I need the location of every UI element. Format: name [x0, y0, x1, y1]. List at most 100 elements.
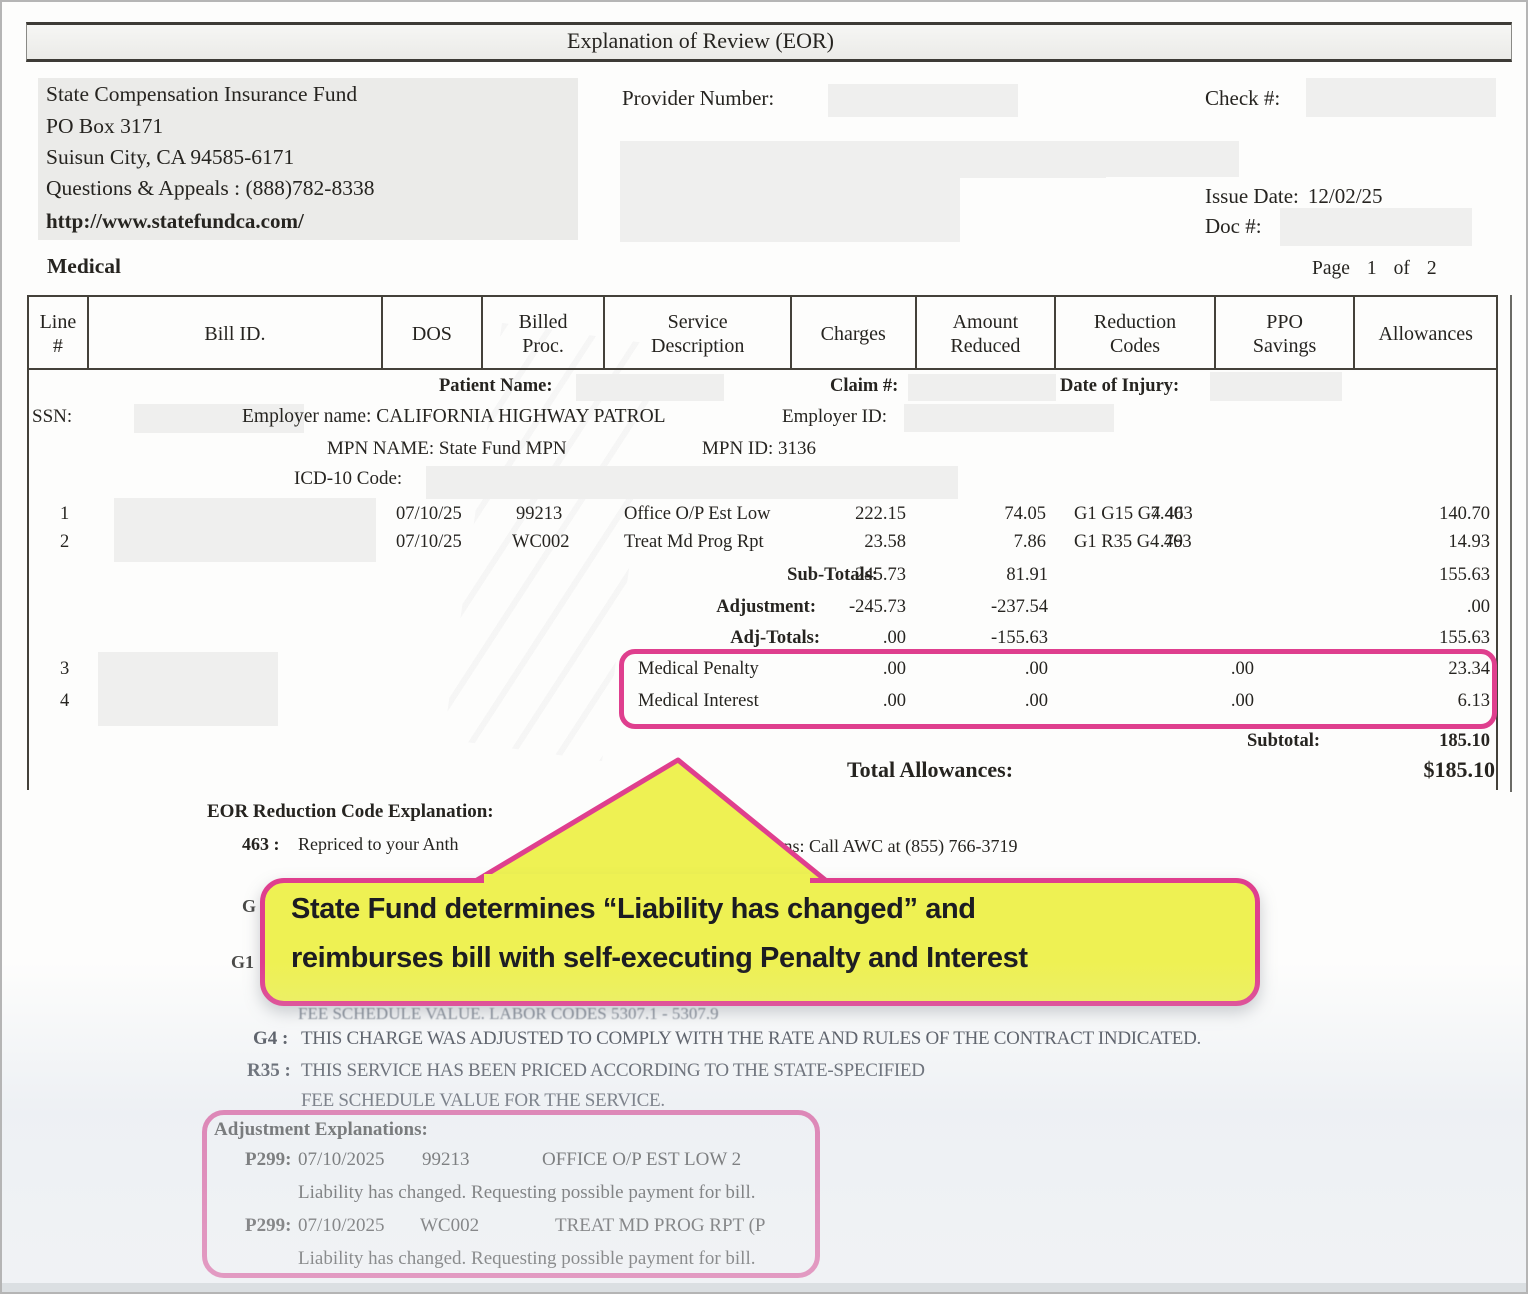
code-g4-label: G4 : — [253, 1028, 289, 1049]
service-description-value: Medical Penalty — [638, 659, 759, 679]
page-indicator: Page 1 of 2 — [1312, 258, 1437, 280]
total-allowances-value: $185.10 — [1423, 757, 1496, 782]
col-header-ppo-savings: PPO Savings — [1216, 297, 1356, 368]
total-allowances-label: Total Allowances: — [847, 757, 1014, 782]
redaction-date-of-injury — [1210, 372, 1342, 401]
penalty-highlight-box — [619, 649, 1497, 729]
payer-block — [38, 78, 578, 240]
col-header-allowances: Allowances — [1378, 322, 1473, 345]
code-463-text: Repriced to your Anth — [298, 834, 459, 854]
document-title: Explanation of Review (EOR) — [567, 28, 834, 53]
amount-reduced-value: .00 — [1024, 691, 1048, 711]
subtotal-value: 185.10 — [1439, 731, 1490, 751]
reduction-code-explanation-heading: EOR Reduction Code Explanation: — [207, 801, 494, 822]
col-header-service-description: Service Description — [605, 297, 792, 368]
redaction-bill-ids-3-4 — [98, 652, 278, 726]
scan-edge-artifact — [2, 1283, 1526, 1292]
payer-website: http://www.statefundca.com/ — [46, 209, 304, 233]
table-body-frame — [27, 370, 1498, 790]
col-header-line-number: Line # — [29, 297, 89, 368]
page-label: Page — [1312, 258, 1350, 279]
amount-reduced-value: .00 — [1024, 659, 1048, 679]
sub-totals-label: Sub-Totals: — [787, 565, 878, 585]
billed-proc-value: WC002 — [512, 532, 570, 552]
adjustment-date: 07/10/2025 — [298, 1215, 385, 1236]
adj-totals-allowances: 155.63 — [1439, 628, 1490, 648]
payer-name: State Compensation Insurance Fund — [46, 82, 358, 106]
dos-value: 07/10/25 — [396, 504, 462, 524]
adjustment-allowances: .00 — [1466, 597, 1490, 617]
adj-totals-amount-reduced: -155.63 — [990, 628, 1048, 648]
partial-code-g1: G1 — [231, 952, 255, 972]
allowances-value: 6.13 — [1457, 691, 1490, 711]
adjustment-explanations-heading: Adjustment Explanations: — [214, 1119, 428, 1140]
adjustment-proc: 99213 — [422, 1149, 470, 1170]
redaction-meta-block — [1099, 141, 1239, 177]
check-number-label: Check #: — [1205, 86, 1281, 110]
table-header-row: Line # Bill ID. DOS Billed Proc. Service… — [27, 295, 1498, 370]
charges-value: 23.58 — [864, 532, 906, 552]
line-number: 1 — [60, 504, 70, 524]
reduction-codes-value: G1 G15 G4 463 — [1074, 504, 1193, 524]
adjustment-label: Adjustment: — [716, 597, 816, 617]
page-right-edge-line — [1510, 295, 1512, 792]
col-header-charges: Charges — [792, 297, 917, 368]
adjustment-note: Liability has changed. Requesting possib… — [298, 1182, 756, 1203]
page-total: 2 — [1426, 258, 1437, 279]
adjustment-description: OFFICE O/P EST LOW 2 — [542, 1149, 742, 1170]
ssn-label: SSN: — [32, 406, 73, 427]
adjustment-description: TREAT MD PROG RPT (P — [555, 1215, 766, 1236]
issue-date-label: Issue Date: — [1205, 184, 1299, 208]
callout-text-line1: State Fund determines “Liability has cha… — [291, 893, 976, 925]
adj-totals-label: Adj-Totals: — [730, 628, 820, 648]
allowances-value: 23.34 — [1448, 659, 1490, 679]
col-header-dos: DOS — [383, 297, 483, 368]
patient-name-label: Patient Name: — [439, 376, 553, 396]
line-number: 4 — [60, 691, 70, 711]
adjustment-charges: -245.73 — [848, 597, 906, 617]
col-header-billed-proc: Billed Proc. — [483, 297, 606, 368]
code-r35-text-line1: THIS SERVICE HAS BEEN PRICED ACCORDING T… — [301, 1060, 925, 1081]
payer-phone: Questions & Appeals : (888)782-8338 — [46, 176, 375, 200]
page-number: 1 — [1366, 258, 1377, 279]
icd10-label: ICD-10 Code: — [294, 468, 403, 489]
redaction-patient-name — [576, 374, 724, 401]
ppo-savings-value: .79 — [1159, 532, 1183, 552]
page-of-label: of — [1393, 258, 1410, 279]
sub-totals-allowances: 155.63 — [1439, 565, 1490, 585]
col-header-amount-reduced: Amount Reduced — [917, 297, 1057, 368]
employer-id-label: Employer ID: — [782, 406, 888, 427]
amount-reduced-value: 7.86 — [1013, 532, 1046, 552]
redaction-icd10-code — [426, 466, 958, 499]
service-description-value: Medical Interest — [638, 691, 759, 711]
ppo-savings-value: .00 — [1230, 691, 1254, 711]
line-number: 3 — [60, 659, 70, 679]
callout-tail-join — [484, 874, 810, 890]
issue-date: Issue Date: 12/02/25 — [1205, 184, 1383, 208]
adjustment-proc: WC002 — [420, 1215, 480, 1236]
code-g4-text: THIS CHARGE WAS ADJUSTED TO COMPLY WITH … — [301, 1028, 1201, 1049]
redaction-provider-address-1 — [620, 141, 1106, 178]
title-bar — [26, 22, 1512, 62]
service-description-value: Treat Md Prog Rpt — [624, 532, 764, 552]
provider-number-label: Provider Number: — [622, 86, 775, 110]
redaction-provider-number — [828, 84, 1018, 117]
adj-totals-charges: .00 — [882, 628, 906, 648]
sub-totals-charges: 245.73 — [855, 565, 906, 585]
sub-totals-amount-reduced: 81.91 — [1006, 565, 1048, 585]
ppo-savings-value: 7.40 — [1150, 504, 1183, 524]
redaction-claim-number — [908, 374, 1056, 401]
claim-number-label: Claim #: — [830, 376, 899, 396]
reduction-codes-value: G1 R35 G4 463 — [1074, 532, 1192, 552]
adjustment-code: P299: — [245, 1149, 292, 1170]
service-description-value: Office O/P Est Low — [624, 504, 771, 524]
adjustment-date: 07/10/2025 — [298, 1149, 385, 1170]
adjustment-note: Liability has changed. Requesting possib… — [298, 1248, 756, 1269]
redaction-employer-id — [904, 404, 1114, 432]
col-header-reduction-codes: Reduction Codes — [1056, 297, 1216, 368]
adjustment-amount-reduced: -237.54 — [990, 597, 1048, 617]
date-of-injury-label: Date of Injury: — [1060, 376, 1180, 396]
doc-number-label: Doc #: — [1205, 214, 1262, 238]
charges-value: .00 — [882, 659, 906, 679]
